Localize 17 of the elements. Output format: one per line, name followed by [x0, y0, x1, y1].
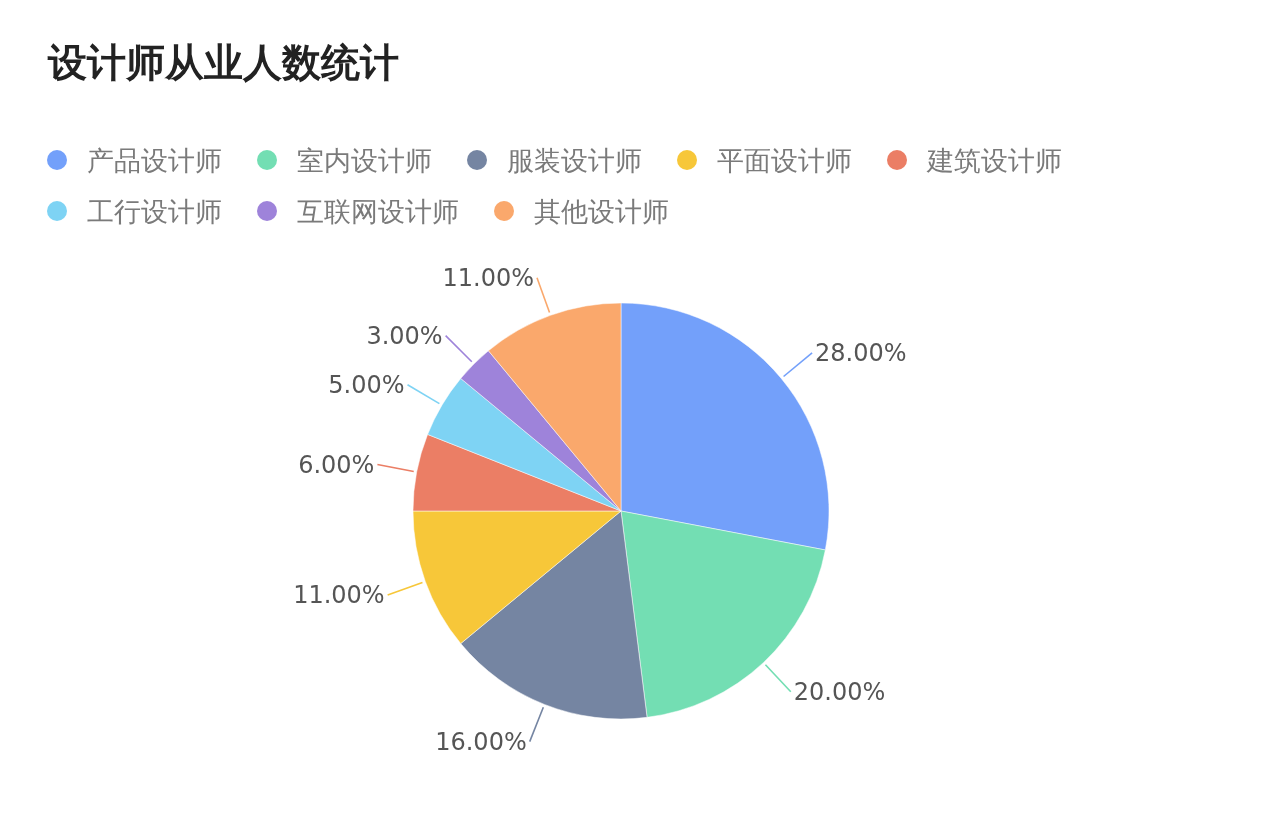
- legend-label: 服装设计师: [507, 144, 642, 176]
- legend-label: 室内设计师: [297, 144, 432, 176]
- legend-label: 其他设计师: [534, 195, 669, 227]
- data-label: 16.00%: [435, 727, 527, 756]
- legend-label: 产品设计师: [87, 144, 222, 176]
- data-label: 11.00%: [293, 581, 385, 610]
- data-label: 5.00%: [328, 370, 405, 399]
- data-label: 20.00%: [793, 677, 886, 706]
- chart-title: 设计师从业人数统计: [47, 39, 399, 85]
- data-label: 11.00%: [442, 263, 534, 292]
- data-label: 28.00%: [815, 338, 907, 367]
- legend-label: 平面设计师: [717, 144, 852, 176]
- legend-label: 建筑设计师: [926, 144, 1062, 176]
- data-label: 3.00%: [366, 321, 443, 350]
- data-label: 6.00%: [298, 450, 375, 479]
- legend-label: 工行设计师: [87, 195, 222, 227]
- legend-label: 互联网设计师: [297, 195, 459, 227]
